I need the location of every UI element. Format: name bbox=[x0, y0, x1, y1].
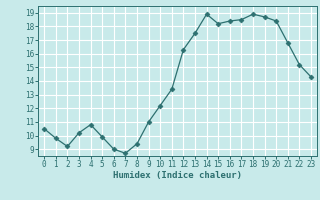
X-axis label: Humidex (Indice chaleur): Humidex (Indice chaleur) bbox=[113, 171, 242, 180]
